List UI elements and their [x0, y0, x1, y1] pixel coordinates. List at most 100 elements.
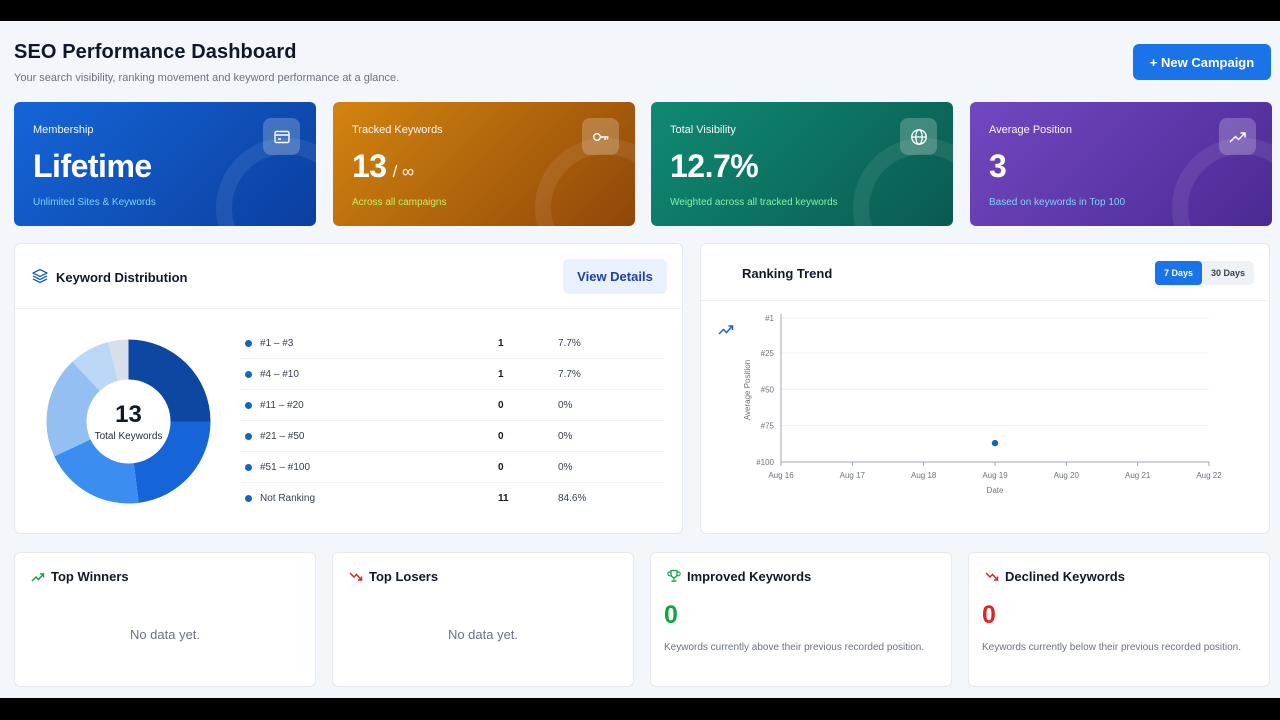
improved-description: Keywords currently above their previous …: [664, 642, 925, 653]
card-title: Top Winners: [51, 569, 129, 584]
card-title: Top Losers: [369, 569, 439, 584]
trend-up-icon: [31, 569, 45, 587]
page-subtitle: Your search visibility, ranking movement…: [14, 72, 400, 84]
x-tick-label: Aug 21: [1125, 471, 1151, 480]
stat-value-text: 3: [989, 148, 1007, 184]
declined-count: 0: [982, 601, 996, 629]
legend-percent: 84.6%: [558, 493, 587, 504]
y-tick-label: #25: [761, 349, 775, 358]
total-visibility-card: Total Visibility 12.7% Weighted across a…: [651, 102, 953, 226]
legend-percent: 0%: [558, 431, 573, 442]
empty-state: No data yet.: [447, 627, 519, 642]
trophy-icon: [667, 569, 681, 588]
average-position-card: Average Position 3 Based on keywords in …: [970, 102, 1272, 226]
legend-percent: 7.7%: [558, 338, 581, 349]
legend-count: 1: [498, 338, 504, 349]
y-tick-label: #50: [761, 385, 775, 394]
donut-slice: [128, 339, 211, 422]
donut-slice: [133, 421, 211, 503]
x-tick-label: Aug 20: [1054, 471, 1080, 480]
donut-chart: 13 Total Keywords: [46, 339, 211, 504]
stat-label: Average Position: [989, 124, 1072, 136]
donut-slice: [72, 342, 119, 391]
y-axis-label: Average Position: [743, 360, 752, 420]
empty-state: No data yet.: [129, 627, 201, 642]
declined-keywords-card: Declined Keywords 0 Keywords currently b…: [968, 552, 1270, 687]
view-details-button[interactable]: View Details: [563, 259, 667, 294]
donut-slice: [54, 439, 139, 504]
stat-value: 13 / ∞: [352, 148, 414, 185]
legend-count: 0: [498, 400, 504, 411]
legend-dot: [245, 371, 252, 378]
stat-value-text: Lifetime: [33, 148, 152, 184]
legend-dot: [245, 402, 252, 409]
stat-note: Unlimited Sites & Keywords: [33, 197, 156, 208]
legend-percent: 7.7%: [558, 369, 581, 380]
range-toggle: 7 Days 30 Days: [1154, 261, 1254, 285]
tab-7-days[interactable]: 7 Days: [1154, 261, 1202, 285]
stat-value: 3: [989, 148, 1007, 185]
dashboard-page: SEO Performance Dashboard Your search vi…: [0, 21, 1280, 698]
legend-row: #1 – #3 1 7.7%: [241, 328, 665, 359]
top-winners-card: Top Winners No data yet.: [14, 552, 316, 687]
legend-count: 1: [498, 369, 504, 380]
legend-count: 11: [498, 493, 509, 504]
legend-percent: 0%: [558, 462, 573, 473]
card-header: Keyword Distribution View Details: [15, 244, 682, 309]
x-tick-label: Aug 22: [1196, 471, 1222, 480]
tracked-keywords-card: Tracked Keywords 13 / ∞ Across all campai…: [333, 102, 635, 226]
legend-percent: 0%: [558, 400, 573, 411]
stat-note: Across all campaigns: [352, 197, 447, 208]
x-tick-label: Aug 16: [768, 471, 794, 480]
card-title: Declined Keywords: [1005, 569, 1125, 584]
legend-range: #51 – #100: [260, 462, 311, 473]
legend-dot: [245, 495, 252, 502]
trend-up-icon: [1219, 118, 1256, 155]
distribution-legend: #1 – #3 1 7.7% #4 – #10 1 7.7% #11 – #20 0 0% …: [241, 328, 665, 514]
legend-range: #4 – #10: [260, 369, 299, 380]
x-tick-label: Aug 19: [982, 471, 1008, 480]
legend-range: Not Ranking: [260, 493, 316, 504]
membership-card: Membership Lifetime Unlimited Sites & Ke…: [14, 102, 316, 226]
donut-slice: [46, 361, 100, 457]
page-header: SEO Performance Dashboard Your search vi…: [14, 41, 399, 84]
trend-down-icon: [985, 569, 999, 587]
x-axis-label: Date: [987, 486, 1004, 495]
legend-row: #4 – #10 1 7.7%: [241, 359, 665, 390]
tab-30-days[interactable]: 30 Days: [1202, 261, 1254, 285]
y-tick-label: #75: [761, 422, 775, 431]
legend-dot: [245, 464, 252, 471]
legend-dot: [245, 340, 252, 347]
ranking-trend-card: Ranking Trend 7 Days 30 Days #1 #25 #50 #75…: [700, 243, 1270, 534]
donut-slice: [108, 339, 129, 381]
legend-row: #11 – #20 0 0%: [241, 390, 665, 421]
stat-value: 12.7%: [670, 148, 759, 185]
card-title: Improved Keywords: [687, 569, 812, 584]
trend-down-icon: [349, 569, 363, 587]
y-tick-label: #100: [756, 458, 774, 467]
stat-value-text: 13: [352, 148, 387, 184]
legend-row: #21 – #50 0 0%: [241, 421, 665, 452]
globe-icon: [900, 118, 937, 155]
legend-range: #11 – #20: [260, 400, 304, 411]
total-keywords-value: 13: [115, 401, 142, 428]
legend-row: Not Ranking 11 84.6%: [241, 483, 665, 514]
y-tick-label: #1: [765, 314, 774, 323]
stat-label: Tracked Keywords: [352, 124, 443, 136]
declined-description: Keywords currently below their previous …: [982, 642, 1242, 653]
total-keywords-label: Total Keywords: [94, 431, 163, 442]
top-losers-card: Top Losers No data yet.: [332, 552, 634, 687]
new-campaign-button[interactable]: + New Campaign: [1133, 44, 1271, 80]
legend-dot: [245, 433, 252, 440]
donut-center: 13 Total Keywords: [46, 339, 211, 504]
keyword-distribution-card: Keyword Distribution View Details 13 Tot…: [14, 243, 683, 534]
improved-count: 0: [664, 601, 678, 629]
legend-row: #51 – #100 0 0%: [241, 452, 665, 483]
data-point: [991, 439, 999, 447]
legend-count: 0: [498, 462, 504, 473]
legend-range: #21 – #50: [260, 431, 305, 442]
stat-label: Total Visibility: [670, 124, 736, 136]
page-title: SEO Performance Dashboard: [14, 41, 297, 63]
layers-icon: [32, 268, 48, 289]
stat-value: Lifetime: [33, 148, 152, 185]
